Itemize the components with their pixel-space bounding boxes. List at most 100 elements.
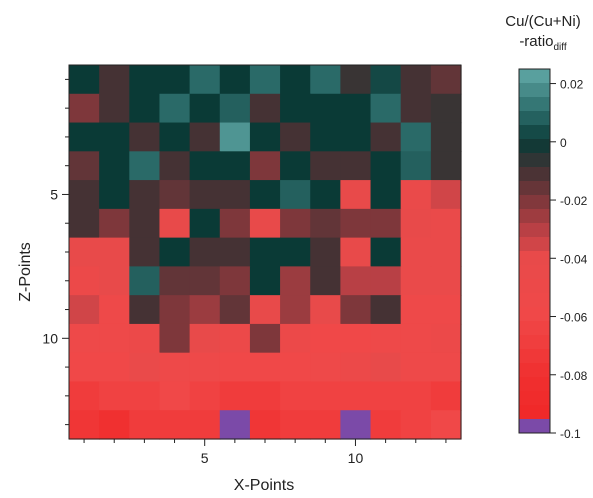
colorbar-segment xyxy=(519,335,550,350)
heatmap-cell xyxy=(219,151,251,181)
heatmap-cell xyxy=(400,180,432,210)
x-tick-label: 10 xyxy=(348,450,364,466)
heatmap-cell xyxy=(340,208,372,239)
heatmap-cell xyxy=(280,295,311,325)
heatmap-cell xyxy=(340,65,372,95)
heatmap-cell xyxy=(129,237,161,267)
colorbar-tick-label: -0.02 xyxy=(560,194,588,208)
heatmap-cell xyxy=(159,237,191,267)
heatmap-cell xyxy=(99,151,130,181)
heatmap-cell xyxy=(400,352,432,383)
heatmap-cell xyxy=(430,93,462,124)
colorbar-tick-label: 0.02 xyxy=(560,78,584,92)
heatmap-cell xyxy=(129,93,161,124)
heatmap-cell xyxy=(310,381,341,411)
heatmap-cell xyxy=(370,65,402,95)
colorbar-title-subscript: diff xyxy=(553,42,567,53)
heatmap-cell xyxy=(400,208,432,239)
colorbar-segment xyxy=(519,419,550,434)
heatmap-cell xyxy=(249,410,281,440)
heatmap-cell xyxy=(99,381,130,411)
heatmap-cell xyxy=(159,151,191,181)
colorbar-segment xyxy=(519,111,550,126)
heatmap-cell xyxy=(430,295,462,325)
colorbar-title-line1: Cu/(Cu+Ni) xyxy=(505,13,581,30)
colorbar-segment xyxy=(519,223,550,238)
heatmap-cell xyxy=(159,65,191,95)
heatmap-cell xyxy=(280,410,311,440)
heatmap-cell xyxy=(129,208,161,239)
heatmap-cell xyxy=(129,266,161,296)
heatmap-cell xyxy=(99,208,130,239)
colorbar-tick-label: -0.1 xyxy=(560,427,581,441)
heatmap-cell xyxy=(189,122,221,152)
heatmap-cell xyxy=(159,122,191,152)
heatmap-cell xyxy=(280,122,311,152)
heatmap-cell xyxy=(280,93,311,124)
heatmap-cell xyxy=(99,237,130,267)
heatmap-cell xyxy=(129,65,161,95)
heatmap-cell xyxy=(249,180,281,210)
heatmap-cell xyxy=(280,151,311,181)
heatmap-cell xyxy=(69,151,100,181)
heatmap-cell xyxy=(370,180,402,210)
heatmap-cell xyxy=(430,122,462,152)
heatmap-cell xyxy=(189,151,221,181)
heatmap-cell xyxy=(340,352,372,383)
heatmap-cell xyxy=(280,352,311,383)
y-tick-label: 5 xyxy=(50,186,58,202)
heatmap-cell xyxy=(370,410,402,440)
heatmap-cell xyxy=(430,208,462,239)
heatmap-cell xyxy=(159,266,191,296)
heatmap-cell xyxy=(69,208,100,239)
heatmap-cell xyxy=(400,410,432,440)
heatmap-cell xyxy=(370,266,402,296)
x-axis-ticks: 5 10 xyxy=(83,439,447,466)
x-tick-label: 5 xyxy=(201,450,209,466)
heatmap-cell xyxy=(189,323,221,354)
heatmap-cell xyxy=(129,352,161,383)
heatmap-cell xyxy=(400,381,432,411)
heatmap-cell xyxy=(219,208,251,239)
heatmap-cell xyxy=(310,266,341,296)
heatmap-cell xyxy=(370,122,402,152)
heatmap-cell xyxy=(310,352,341,383)
heatmap-cells xyxy=(69,65,462,440)
heatmap-cell xyxy=(249,93,281,124)
heatmap-cell xyxy=(340,122,372,152)
heatmap-cell xyxy=(219,410,251,440)
heatmap-cell xyxy=(249,352,281,383)
heatmap-cell xyxy=(310,237,341,267)
colorbar-segment xyxy=(519,405,550,420)
colorbar-segment xyxy=(519,237,550,252)
heatmap-cell xyxy=(159,93,191,124)
heatmap-cell xyxy=(69,122,100,152)
heatmap-cell xyxy=(400,93,432,124)
heatmap-cell xyxy=(370,93,402,124)
heatmap-cell xyxy=(280,266,311,296)
heatmap-cell xyxy=(430,323,462,354)
heatmap-cell xyxy=(189,208,221,239)
heatmap-cell xyxy=(370,295,402,325)
heatmap-cell xyxy=(99,410,130,440)
colorbar-title-line2: -ratiodiff xyxy=(495,32,591,58)
heatmap-cell xyxy=(219,352,251,383)
heatmap-cell xyxy=(370,352,402,383)
heatmap-cell xyxy=(370,208,402,239)
heatmap-cell xyxy=(370,237,402,267)
heatmap-cell xyxy=(159,381,191,411)
colorbar-segment xyxy=(519,125,550,140)
heatmap-cell xyxy=(430,151,462,181)
heatmap-cell xyxy=(430,266,462,296)
heatmap-cell xyxy=(219,266,251,296)
heatmap-cell xyxy=(69,180,100,210)
colorbar-segment xyxy=(519,167,550,182)
heatmap-cell xyxy=(280,180,311,210)
heatmap-cell xyxy=(99,352,130,383)
colorbar-frame xyxy=(518,68,551,434)
heatmap-cell xyxy=(400,122,432,152)
colorbar-title: Cu/(Cu+Ni) -ratiodiff xyxy=(495,12,591,58)
heatmap-cell xyxy=(310,65,341,95)
colorbar-segment xyxy=(519,97,550,112)
